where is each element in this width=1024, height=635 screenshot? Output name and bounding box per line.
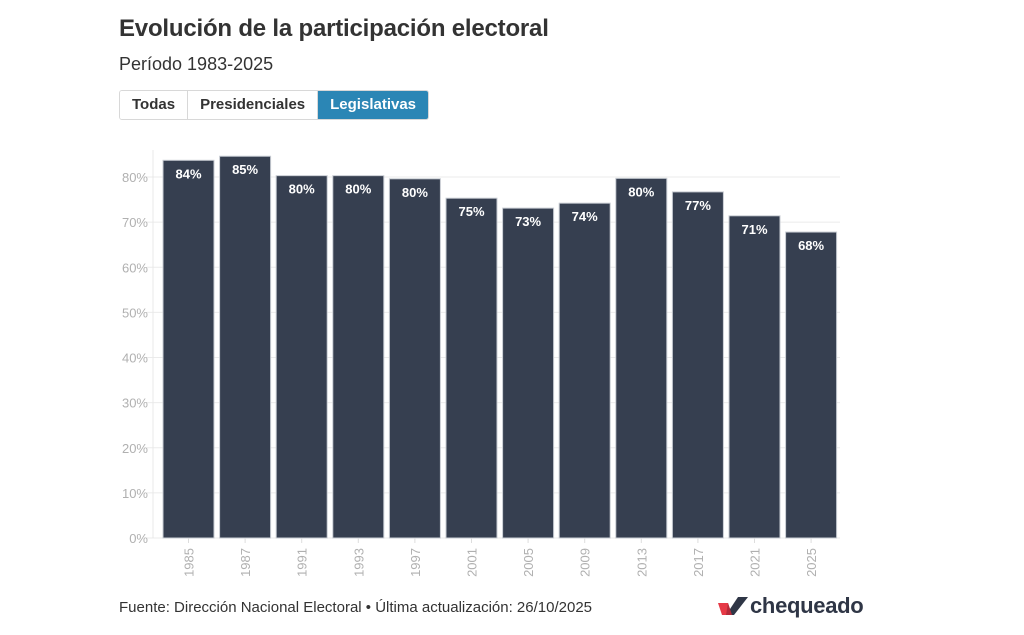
bar-data-label: 73% [515,214,541,229]
x-tick-label: 1997 [408,548,423,577]
y-tick-label: 10% [122,486,148,501]
chequeado-check-icon [718,597,748,615]
bar[interactable] [275,175,328,539]
bar[interactable] [162,159,215,539]
x-tick-label: 1987 [238,548,253,577]
y-tick-label: 70% [122,215,148,230]
bar-data-label: 77% [685,198,711,213]
x-tick-label: 2021 [748,548,763,577]
bar-data-label: 80% [628,184,654,199]
source-note: Fuente: Dirección Nacional Electoral • Ú… [119,599,592,616]
x-tick-label: 2017 [691,548,706,577]
y-tick-label: 40% [122,351,148,366]
bars: 84% 85% 80% 80% 80% 75% 73% 74% 80% 77% 71% 68% [162,155,838,539]
bar[interactable] [671,191,724,539]
x-tick-label: 1991 [295,548,310,577]
bar[interactable] [785,231,838,539]
bar-data-label: 68% [798,238,824,253]
y-tick-label: 0% [129,531,148,546]
x-tick-label: 2025 [804,548,819,577]
bar[interactable] [728,215,781,539]
x-tick-label: 1993 [351,548,366,577]
x-tick-label: 2009 [578,548,593,577]
x-tick-label: 2013 [634,548,649,577]
y-tick-label: 60% [122,260,148,275]
bar-data-label: 75% [458,204,484,219]
bar[interactable] [332,175,385,539]
x-tick-label: 1985 [182,548,197,577]
bar-data-label: 74% [572,209,598,224]
bar-data-label: 80% [289,182,315,197]
bar-data-label: 84% [175,166,201,181]
bar-data-label: 71% [741,222,767,237]
chequeado-logo[interactable]: chequeado [718,593,864,619]
chart-subtitle: Período 1983-2025 [119,54,274,74]
tab-legislativas[interactable]: Legislativas [318,91,429,119]
bar[interactable] [445,197,498,539]
y-tick-label: 80% [122,170,148,185]
x-tick-label: 2005 [521,548,536,577]
y-tick-label: 30% [122,396,148,411]
bar[interactable] [502,207,555,539]
x-tick-label: 2001 [465,548,480,577]
tab-presidenciales[interactable]: Presidenciales [188,91,319,119]
y-axis-ticks: 0% 10% 20% 30% 40% 50% 60% 70% 80% [122,170,148,546]
y-tick-label: 20% [122,441,148,456]
bar[interactable] [615,177,668,539]
bar-data-label: 85% [232,162,258,177]
y-tick-label: 50% [122,305,148,320]
tab-todas[interactable]: Todas [120,91,189,119]
chart-title: Evolución de la participación electoral [119,15,549,42]
bar[interactable] [219,155,272,539]
x-axis-ticks: 1985 1987 1991 1993 1997 2001 2005 2009 2013 2017… [182,538,819,577]
bar-data-label: 80% [345,182,371,197]
election-type-tabs: Todas Presidenciales Legislativas [119,90,430,120]
bar[interactable] [558,202,611,539]
logo-text: chequeado [750,593,864,618]
bar-data-label: 80% [402,185,428,200]
bar[interactable] [388,178,441,539]
